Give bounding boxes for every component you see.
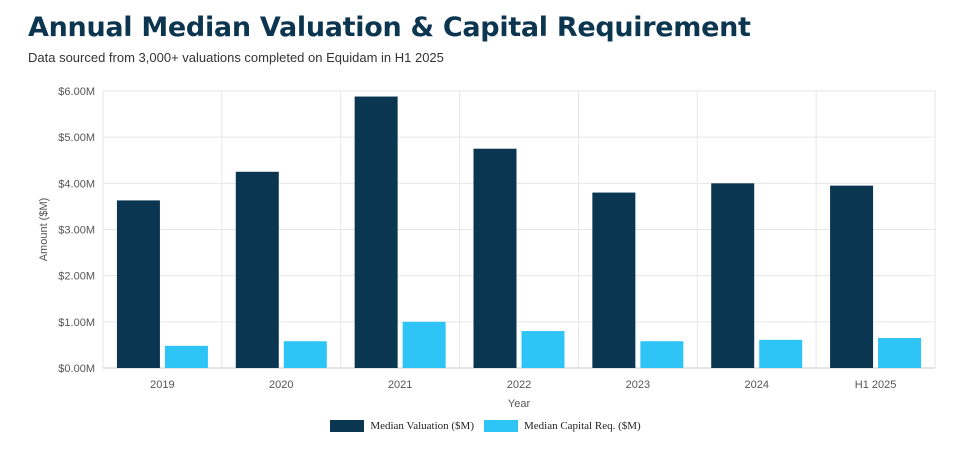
- chart-title: Annual Median Valuation & Capital Requir…: [28, 12, 751, 43]
- bar-median-valuation[interactable]: [473, 148, 517, 368]
- x-axis-label: Year: [508, 398, 531, 410]
- legend-label-capital: Median Capital Req. ($M): [523, 420, 641, 432]
- bar-median-valuation[interactable]: [711, 183, 755, 368]
- bar-median-capital-req[interactable]: [402, 321, 446, 368]
- x-tick-label: H1 2025: [855, 379, 897, 391]
- y-axis-ticks: $0.00M $1.00M $2.00M $3.00M $4.00M $5.00M $6.0…: [58, 86, 95, 375]
- x-tick-label: 2023: [626, 379, 650, 391]
- bar-median-capital-req[interactable]: [521, 331, 565, 368]
- bar-median-valuation[interactable]: [235, 171, 279, 368]
- bar-median-capital-req[interactable]: [283, 341, 327, 368]
- bar-median-capital-req[interactable]: [759, 339, 803, 368]
- legend-swatch-valuation: [330, 420, 365, 432]
- grid-lines: [102, 90, 936, 369]
- x-tick-label: 2022: [507, 379, 531, 391]
- y-tick-label: $6.00M: [58, 86, 95, 98]
- bars: [116, 96, 922, 368]
- chart-subtitle: Data sourced from 3,000+ valuations comp…: [28, 50, 444, 65]
- bar-median-capital-req[interactable]: [640, 341, 684, 368]
- y-tick-label: $3.00M: [58, 225, 95, 237]
- x-tick-label: 2024: [744, 379, 768, 391]
- y-tick-label: $5.00M: [58, 132, 95, 144]
- legend: Median Valuation ($M) Median Capital Req…: [0, 420, 971, 432]
- x-tick-label: 2021: [388, 379, 412, 391]
- bar-median-valuation[interactable]: [592, 192, 636, 368]
- bar-median-capital-req[interactable]: [878, 337, 922, 368]
- y-axis-label: Amount ($M): [38, 198, 50, 262]
- bar-median-valuation[interactable]: [354, 96, 398, 368]
- bar-median-valuation[interactable]: [116, 200, 160, 368]
- y-tick-label: $0.00M: [58, 363, 95, 375]
- legend-label-valuation: Median Valuation ($M): [370, 420, 474, 432]
- x-axis-ticks: 2019 2020 2021 2022 2023 2024 H1 2025: [150, 379, 896, 391]
- bar-median-capital-req[interactable]: [164, 345, 208, 368]
- legend-item-capital[interactable]: Median Capital Req. ($M): [483, 420, 641, 432]
- legend-swatch-capital: [483, 420, 518, 432]
- x-tick-label: 2019: [150, 379, 174, 391]
- bar-median-valuation[interactable]: [830, 185, 874, 368]
- y-tick-label: $2.00M: [58, 271, 95, 283]
- y-tick-label: $4.00M: [58, 178, 95, 190]
- legend-item-valuation[interactable]: Median Valuation ($M): [330, 420, 474, 432]
- x-tick-label: 2020: [269, 379, 293, 391]
- y-tick-label: $1.00M: [58, 317, 95, 329]
